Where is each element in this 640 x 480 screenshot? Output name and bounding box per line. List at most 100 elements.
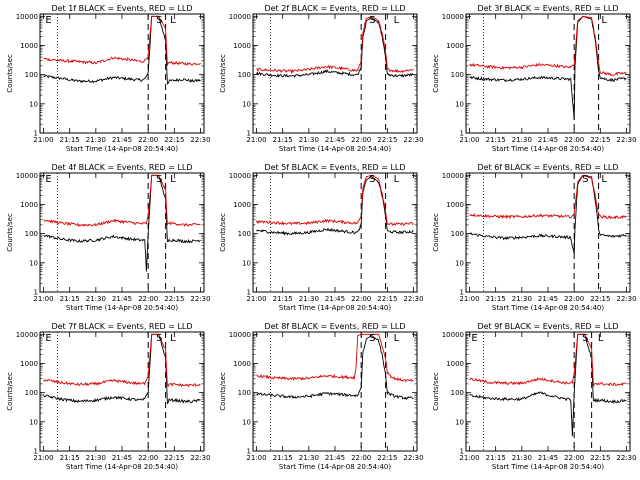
- y-tick-label: 100: [238, 230, 251, 238]
- x-tick-label: 21:15: [486, 136, 506, 144]
- y-tick-label: 10: [455, 100, 464, 108]
- events-series-line: [256, 17, 414, 78]
- y-tick-label: 100: [451, 230, 464, 238]
- y-tick-label: 10: [455, 418, 464, 426]
- x-tick-label: 22:30: [190, 454, 210, 462]
- x-tick-label: 22:30: [616, 136, 636, 144]
- panel-9: Det 9f BLACK = Events, RED = LLD Counts/s…: [432, 322, 637, 471]
- y-axis-label: Counts/sec: [6, 372, 14, 411]
- x-tick-label: 21:30: [86, 454, 106, 462]
- x-axis-label: Start Time (14-Apr-08 20:54:40): [279, 304, 391, 312]
- y-tick-label: 10000: [442, 13, 464, 21]
- y-tick-label: 10: [242, 418, 251, 426]
- y-tick-label: 100: [25, 230, 38, 238]
- lld-series-line: [469, 15, 627, 77]
- x-tick-label: 22:00: [564, 454, 584, 462]
- x-tick-label: 21:00: [459, 454, 479, 462]
- x-tick-label: 22:30: [403, 295, 423, 303]
- plot-frame: [252, 13, 418, 134]
- y-tick-label: 10000: [229, 331, 251, 339]
- y-tick-label: 10000: [442, 331, 464, 339]
- x-tick-label: 22:30: [616, 295, 636, 303]
- marker-s: S: [582, 333, 588, 344]
- x-tick-label: 21:45: [538, 295, 558, 303]
- y-tick-label: 10000: [16, 331, 38, 339]
- x-tick-label: 22:15: [377, 136, 397, 144]
- x-axis-label: Start Time (14-Apr-08 20:54:40): [492, 145, 604, 153]
- y-tick-label: 1: [247, 448, 251, 456]
- x-tick-label: 21:45: [325, 295, 345, 303]
- x-tick-label: 21:30: [299, 295, 319, 303]
- events-series-line: [256, 335, 414, 400]
- y-axis-label: Counts/sec: [6, 213, 14, 252]
- panel-8: Det 8f BLACK = Events, RED = LLD Counts/s…: [219, 322, 424, 471]
- plot-frame: [465, 331, 631, 452]
- marker-e: E: [471, 333, 477, 344]
- y-tick-label: 1: [34, 448, 38, 456]
- x-tick-label: 21:00: [33, 136, 53, 144]
- y-tick-label: 1: [460, 289, 464, 297]
- x-tick-label: 22:15: [590, 136, 610, 144]
- panel-2: Det 2f BLACK = Events, RED = LLD Counts/s…: [219, 4, 424, 153]
- panel-5: Det 5f BLACK = Events, RED = LLD Counts/s…: [219, 163, 424, 312]
- plot-frame: [39, 331, 205, 452]
- x-tick-label: 22:15: [590, 295, 610, 303]
- x-tick-label: 21:45: [325, 136, 345, 144]
- marker-l: L: [394, 174, 400, 185]
- panel-7: Det 7f BLACK = Events, RED = LLD Counts/s…: [6, 322, 211, 471]
- x-tick-label: 21:15: [60, 295, 80, 303]
- y-tick-label: 10: [455, 259, 464, 267]
- lld-series-line: [256, 174, 414, 226]
- x-tick-label: 21:00: [246, 136, 266, 144]
- x-tick-label: 22:15: [164, 295, 184, 303]
- y-tick-label: 1000: [446, 360, 464, 368]
- y-tick-label: 100: [451, 389, 464, 397]
- y-tick-label: 1: [34, 130, 38, 138]
- marker-e: E: [45, 333, 51, 344]
- panel-1: Det 1f BLACK = Events, RED = LLD Counts/s…: [6, 4, 211, 153]
- y-tick-label: 10000: [16, 172, 38, 180]
- x-tick-label: 21:30: [299, 136, 319, 144]
- x-tick-label: 21:45: [112, 454, 132, 462]
- y-tick-label: 1000: [446, 201, 464, 209]
- x-tick-label: 21:00: [459, 136, 479, 144]
- x-tick-label: 22:00: [564, 295, 584, 303]
- marker-l: L: [394, 333, 400, 344]
- x-tick-label: 21:30: [512, 295, 532, 303]
- marker-e: E: [45, 174, 51, 185]
- marker-s: S: [369, 174, 375, 185]
- y-tick-label: 100: [451, 71, 464, 79]
- events-series-line: [469, 333, 627, 437]
- y-tick-label: 10000: [16, 13, 38, 21]
- y-tick-label: 100: [25, 71, 38, 79]
- marker-l: L: [601, 15, 607, 26]
- x-tick-label: 21:00: [246, 454, 266, 462]
- y-axis-label: Counts/sec: [432, 213, 440, 252]
- x-tick-label: 22:15: [377, 295, 397, 303]
- y-tick-label: 10: [242, 259, 251, 267]
- x-tick-label: 22:30: [403, 136, 423, 144]
- y-axis-label: Counts/sec: [432, 54, 440, 93]
- plot-frame: [252, 172, 418, 293]
- y-tick-label: 1000: [20, 201, 38, 209]
- x-tick-label: 21:00: [33, 295, 53, 303]
- x-tick-label: 22:30: [403, 454, 423, 462]
- x-axis-label: Start Time (14-Apr-08 20:54:40): [492, 304, 604, 312]
- lld-series-line: [43, 15, 201, 66]
- x-tick-label: 21:15: [273, 295, 293, 303]
- marker-e: E: [45, 15, 51, 26]
- panel-3: Det 3f BLACK = Events, RED = LLD Counts/s…: [432, 4, 637, 153]
- x-tick-label: 22:30: [616, 454, 636, 462]
- y-axis-label: Counts/sec: [432, 372, 440, 411]
- panel-title: Det 8f BLACK = Events, RED = LLD: [264, 322, 405, 331]
- panel-title: Det 9f BLACK = Events, RED = LLD: [477, 322, 618, 331]
- x-axis-label: Start Time (14-Apr-08 20:54:40): [492, 463, 604, 471]
- x-tick-label: 22:15: [377, 454, 397, 462]
- x-tick-label: 22:00: [351, 136, 371, 144]
- y-tick-label: 100: [25, 389, 38, 397]
- x-tick-label: 22:30: [190, 295, 210, 303]
- panel-title: Det 7f BLACK = Events, RED = LLD: [51, 322, 192, 331]
- x-tick-label: 21:15: [60, 136, 80, 144]
- y-tick-label: 1: [247, 130, 251, 138]
